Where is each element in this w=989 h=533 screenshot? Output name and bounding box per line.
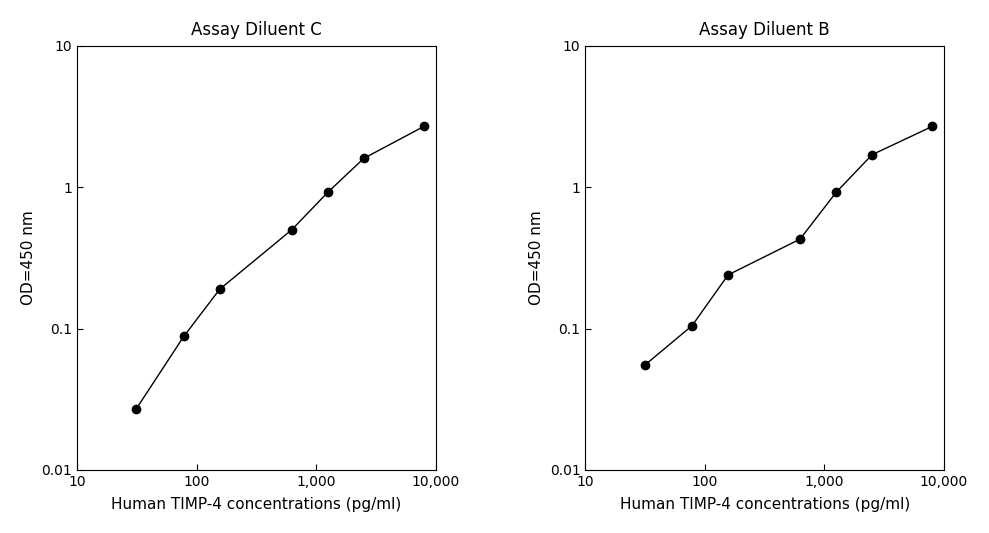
Title: Assay Diluent C: Assay Diluent C [191,21,321,39]
X-axis label: Human TIMP-4 concentrations (pg/ml): Human TIMP-4 concentrations (pg/ml) [111,497,402,512]
X-axis label: Human TIMP-4 concentrations (pg/ml): Human TIMP-4 concentrations (pg/ml) [619,497,910,512]
Y-axis label: OD=450 nm: OD=450 nm [529,211,544,305]
Title: Assay Diluent B: Assay Diluent B [699,21,830,39]
Y-axis label: OD=450 nm: OD=450 nm [21,211,36,305]
